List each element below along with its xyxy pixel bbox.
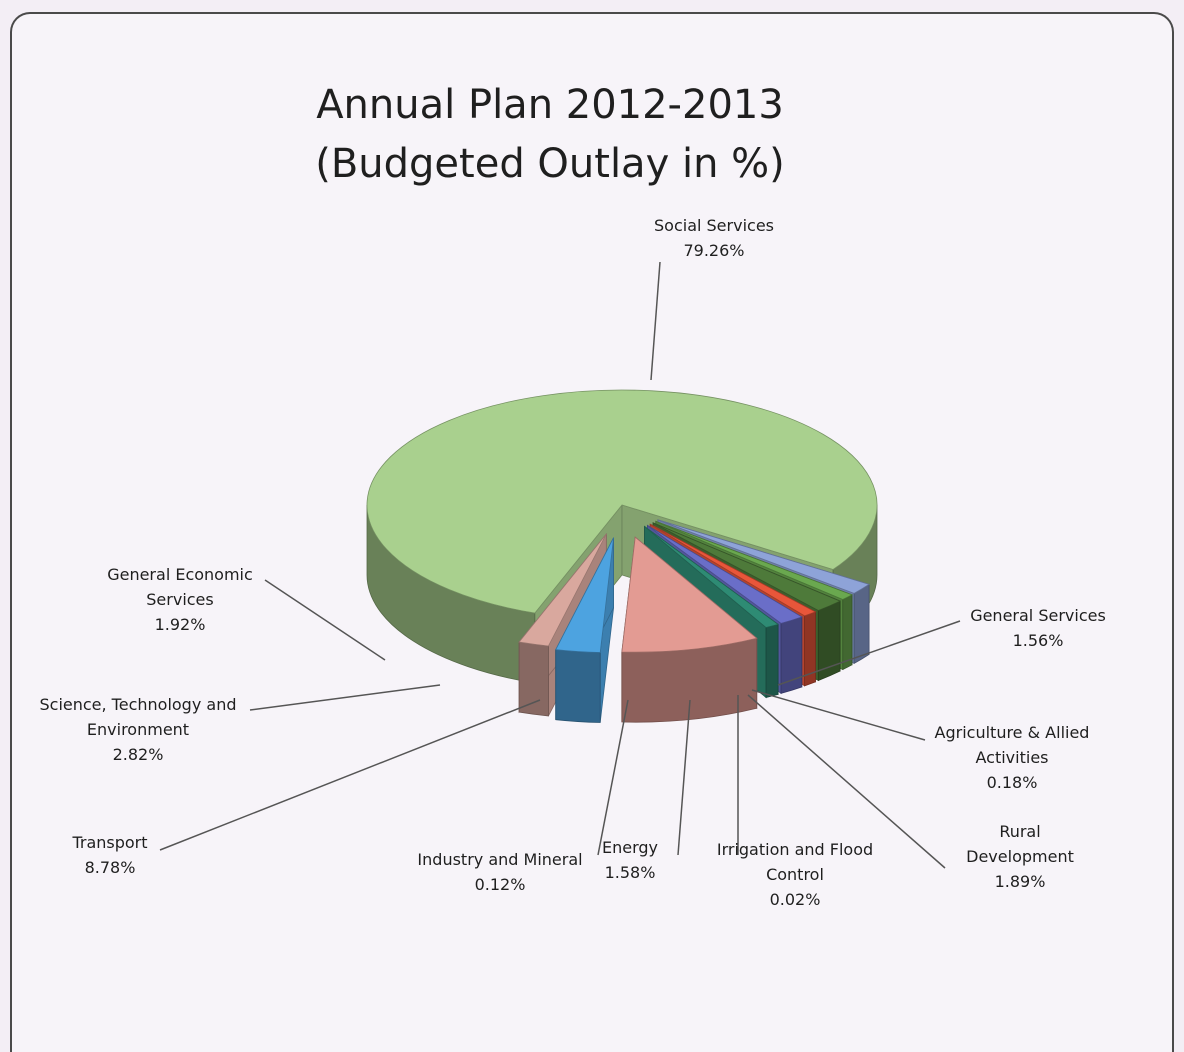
leader-line <box>650 261 661 381</box>
slice-label: General Services 1.56% <box>777 606 1106 686</box>
leader-line <box>597 699 629 856</box>
slice-label: Agriculture & Allied Activities 0.18% <box>751 689 1090 792</box>
slice-label: Industry and Mineral 0.12% <box>417 699 629 894</box>
pie-slice-side <box>842 594 853 671</box>
pie-slices <box>366 389 878 723</box>
leader-line <box>747 694 946 869</box>
leader-line <box>249 684 441 711</box>
slice-label-name: Rural <box>999 822 1040 841</box>
slice-label-value: 1.89% <box>995 872 1046 891</box>
leader-line <box>677 699 691 856</box>
pie-slice-side <box>780 616 803 694</box>
slice-label: Social Services 79.26% <box>650 216 774 381</box>
chart-title-line1: Annual Plan 2012-2013 <box>316 82 784 128</box>
slice-label-value: 0.12% <box>475 875 526 894</box>
slice-label-value: 1.56% <box>1013 631 1064 650</box>
slice-label-name: Science, Technology and <box>39 695 236 714</box>
pie-slice-top <box>647 525 803 624</box>
pie-slice-top <box>655 520 853 600</box>
slice-label-value: 1.58% <box>605 863 656 882</box>
slice-label-name: Irrigation and Flood <box>717 840 873 859</box>
pie-slice-top <box>555 537 614 653</box>
slice-label: Energy 1.58% <box>602 699 691 882</box>
slice-label-name: General Economic <box>107 565 253 584</box>
slice-label-name: Environment <box>87 720 189 739</box>
slice-labels: Social Services 79.26% General Services 1.5… <box>39 216 1105 909</box>
slice-label-value: 0.18% <box>987 773 1038 792</box>
slice-label: Transport 8.78% <box>71 699 541 877</box>
slice-label-name: General Services <box>970 606 1106 625</box>
slice-label-name: Services <box>146 590 213 609</box>
slice-label-name: Agriculture & Allied <box>935 723 1090 742</box>
slice-label-name: Industry and Mineral <box>417 850 582 869</box>
slice-label: Science, Technology and Environment 2.82% <box>39 684 441 764</box>
pie-slice-top <box>518 533 607 647</box>
slice-label-value: 79.26% <box>683 241 744 260</box>
pie-slice-top <box>644 526 780 628</box>
pie-slice-top <box>650 523 817 617</box>
pie-slice-top <box>366 389 878 614</box>
slice-label-value: 8.78% <box>85 858 136 877</box>
slice-label-value: 2.82% <box>113 745 164 764</box>
slice-label-name: Energy <box>602 838 658 857</box>
pie-slice <box>621 536 758 723</box>
pie-slice-top <box>621 536 758 653</box>
chart-title-line2: (Budgeted Outlay in %) <box>315 141 785 187</box>
leader-line <box>264 579 386 661</box>
slice-label-name: Control <box>766 865 824 884</box>
leader-line <box>159 699 541 851</box>
pie-slice-side <box>518 641 549 717</box>
pie-slice-side <box>555 649 601 723</box>
slice-label-name: Activities <box>976 748 1049 767</box>
pie-slice-top <box>652 522 842 611</box>
pie-slice <box>555 537 614 723</box>
slice-label: General Economic Services 1.92% <box>107 565 386 661</box>
slice-label-name: Social Services <box>654 216 774 235</box>
pie-slice-side <box>817 600 841 682</box>
pie-slice-top <box>657 519 870 594</box>
slice-label-value: 0.02% <box>770 890 821 909</box>
slice-label-name: Transport <box>71 833 147 852</box>
pie-slice-side <box>853 583 870 665</box>
leader-line <box>751 689 926 741</box>
leader-line <box>777 620 961 686</box>
slice-label: Irrigation and Flood Control 0.02% <box>717 695 873 909</box>
slice-label-name: Development <box>966 847 1074 866</box>
pie-slice-side <box>765 623 779 699</box>
slice-label: Rural Development 1.89% <box>747 694 1074 891</box>
slice-label-value: 1.92% <box>155 615 206 634</box>
